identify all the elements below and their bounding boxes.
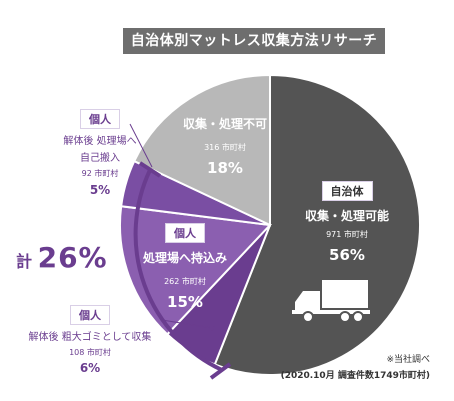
slice-name-bulky-waste: 解体後 粗大ゴミとして収集 <box>28 332 152 343</box>
total-value: 26% <box>37 241 108 274</box>
slice-value-collectible: 56% <box>329 246 365 264</box>
slice-value-not-collectible: 18% <box>207 159 243 177</box>
total-prefix: 計 <box>16 252 33 271</box>
total-bracket <box>129 123 232 380</box>
slice-count-bring-in: 262 市町村 <box>164 277 206 286</box>
truck-icon <box>292 280 370 323</box>
slice-name-bring-in: 処理場へ持込み <box>142 251 227 265</box>
slice-name-collectible: 収集・処理可能 <box>304 209 389 223</box>
slice-count-bulky-waste: 108 市町村 <box>69 348 111 357</box>
slice-bring-in <box>119 205 273 336</box>
source-note-line1: ※当社調べ <box>386 355 430 365</box>
slice-name-self-delivery-line1: 解体後 処理場へ <box>63 136 137 147</box>
slice-count-not-collectible: 316 市町村 <box>204 143 246 152</box>
total-label: 計 26% <box>16 241 108 274</box>
slice-value-bring-in: 15% <box>167 293 203 311</box>
slice-tag-bring-in: 個人 <box>165 223 205 243</box>
slice-count-self-delivery: 92 市町村 <box>81 169 119 178</box>
slice-count-collectible: 971 市町村 <box>326 230 368 239</box>
slice-tag-municipality: 自治体 <box>321 181 373 201</box>
slice-value-bulky-waste: 6% <box>79 361 101 375</box>
slice-name-self-delivery-line2: 自己搬入 <box>80 153 120 164</box>
slice-tag-bulky-waste: 個人 <box>70 305 110 325</box>
slice-value-self-delivery: 5% <box>89 183 111 197</box>
source-note-line2: (2020.10月 調査件数1749市町村) <box>280 371 430 381</box>
source-note: ※当社調べ (2020.10月 調査件数1749市町村) <box>240 352 430 381</box>
slice-name-not-collectible: 収集・処理不可 <box>182 117 267 131</box>
chart-title: 自治体別マットレス収集方法リサーチ <box>123 28 385 54</box>
slice-collectible <box>213 73 421 376</box>
slice-not-collectible <box>132 73 271 227</box>
slice-tag-self-delivery: 個人 <box>80 109 120 129</box>
